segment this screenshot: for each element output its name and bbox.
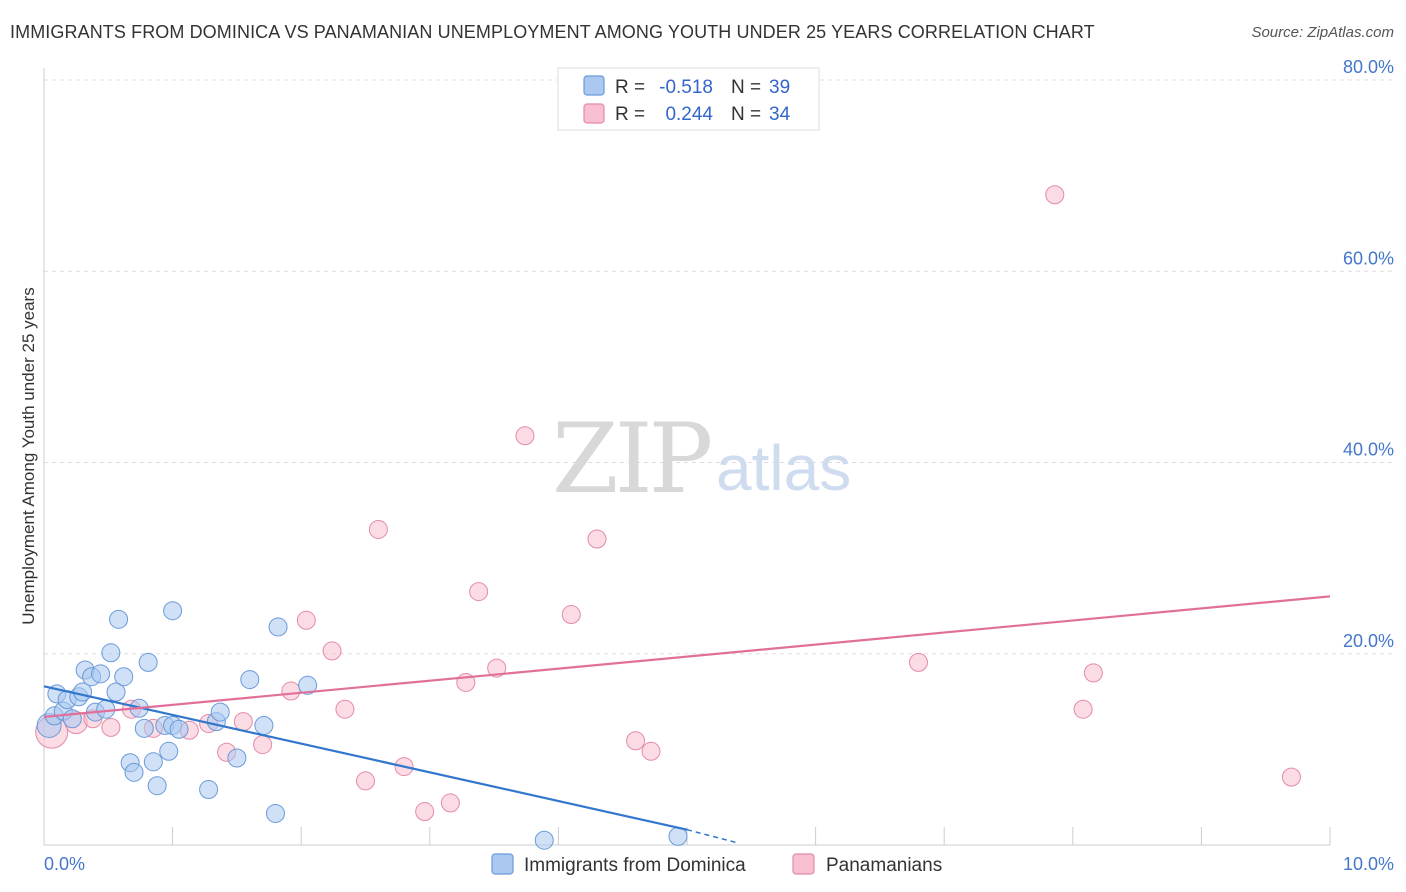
legend-label-panamanians: Panamanians xyxy=(826,855,942,876)
dominica-point-38 xyxy=(534,830,554,850)
legend-swatch-panamanians-bottom xyxy=(792,853,815,875)
watermark-zip: ZIP xyxy=(552,403,711,515)
legend-swatch-dominica xyxy=(583,75,605,96)
trend-line-dominica xyxy=(43,685,688,831)
legend-swatch-panamanians xyxy=(583,103,605,124)
panamanians-point-31 xyxy=(1083,663,1103,683)
dominica-point-27 xyxy=(163,601,183,621)
trend-line-dominica-extension xyxy=(686,828,739,844)
legend-n-label-1: N = xyxy=(731,104,761,125)
dominica-point-13 xyxy=(101,643,121,663)
dominica-point-36 xyxy=(268,617,288,637)
dominica-point-21 xyxy=(138,652,158,672)
dominica-point-15 xyxy=(109,609,129,629)
panamanians-point-16 xyxy=(368,519,388,539)
dominica-point-20 xyxy=(134,718,154,738)
dominica-point-16 xyxy=(114,667,134,687)
x-tick-label-min: 0.0% xyxy=(44,854,85,874)
dominica-point-37 xyxy=(298,675,318,695)
dominica-point-18 xyxy=(124,762,144,782)
dominica-point-29 xyxy=(199,780,219,800)
legend-r-label-1: R = xyxy=(615,104,645,125)
panamanians-point-11 xyxy=(281,681,301,701)
y-tick-label-80: 80.0% xyxy=(1343,57,1394,77)
dominica-point-28 xyxy=(169,719,189,739)
panamanians-point-18 xyxy=(415,802,435,822)
panamanians-point-9 xyxy=(233,712,253,732)
dominica-point-31 xyxy=(210,702,230,722)
panamanians-point-26 xyxy=(626,731,646,751)
dominica-point-5 xyxy=(62,709,82,729)
y-tick-label-40: 40.0% xyxy=(1343,440,1394,460)
dominica-point-11 xyxy=(91,664,111,684)
stats-legend: R = -0.518 N = 39 R = 0.244 N = 34 xyxy=(557,67,820,131)
panamanians-point-28 xyxy=(908,652,928,672)
dominica-point-14 xyxy=(106,682,126,702)
panamanians-point-22 xyxy=(487,658,507,678)
dominica-point-12 xyxy=(96,699,116,719)
panamanians-point-23 xyxy=(515,426,535,446)
panamanians-point-12 xyxy=(296,610,316,630)
series-dominica-points xyxy=(36,601,688,850)
source-credit: Source: ZipAtlas.com xyxy=(1251,24,1394,41)
y-tick-labels: 20.0% 40.0% 60.0% 80.0% xyxy=(1343,57,1394,651)
trend-lines xyxy=(43,595,1331,844)
legend-n-value-0: 39 xyxy=(769,77,790,98)
y-tick-label-20: 20.0% xyxy=(1343,631,1394,651)
panamanians-point-13 xyxy=(322,641,342,661)
legend-r-value-1: 0.244 xyxy=(665,104,713,125)
dominica-point-35 xyxy=(265,803,285,823)
gridlines xyxy=(44,79,1394,655)
dominica-point-25 xyxy=(159,741,179,761)
dominica-point-33 xyxy=(240,670,260,690)
dominica-point-32 xyxy=(227,748,247,768)
panamanians-point-14 xyxy=(335,699,355,719)
panamanians-point-30 xyxy=(1073,699,1093,719)
panamanians-point-3 xyxy=(101,717,121,737)
panamanians-point-21 xyxy=(469,582,489,602)
y-tick-label-60: 60.0% xyxy=(1343,248,1394,268)
legend-r-value-0: -0.518 xyxy=(659,77,713,98)
legend-swatch-dominica-bottom xyxy=(491,853,514,875)
legend-n-label-0: N = xyxy=(731,77,761,98)
series-legend: Immigrants from Dominica Panamanians xyxy=(491,853,942,876)
panamanians-point-32 xyxy=(1281,767,1301,787)
x-tick-label-max: 10.0% xyxy=(1343,854,1394,874)
legend-n-value-1: 34 xyxy=(769,104,791,125)
panamanians-point-19 xyxy=(440,793,460,813)
dominica-point-23 xyxy=(147,776,167,796)
panamanians-point-15 xyxy=(356,771,375,791)
panamanians-point-24 xyxy=(561,605,581,625)
watermark-atlas: atlas xyxy=(716,432,851,504)
chart-title: IMMIGRANTS FROM DOMINICA VS PANAMANIAN U… xyxy=(10,22,1095,42)
y-axis-label: Unemployment Among Youth under 25 years xyxy=(19,287,38,624)
panamanians-point-25 xyxy=(587,529,607,549)
trend-line-panamanians xyxy=(43,595,1331,718)
legend-r-label-0: R = xyxy=(615,77,645,98)
legend-label-dominica: Immigrants from Dominica xyxy=(524,855,746,876)
panamanians-point-10 xyxy=(253,735,273,755)
dominica-point-34 xyxy=(254,715,274,735)
panamanians-point-29 xyxy=(1045,185,1065,205)
dominica-point-22 xyxy=(143,752,163,772)
panamanians-point-27 xyxy=(641,741,661,761)
